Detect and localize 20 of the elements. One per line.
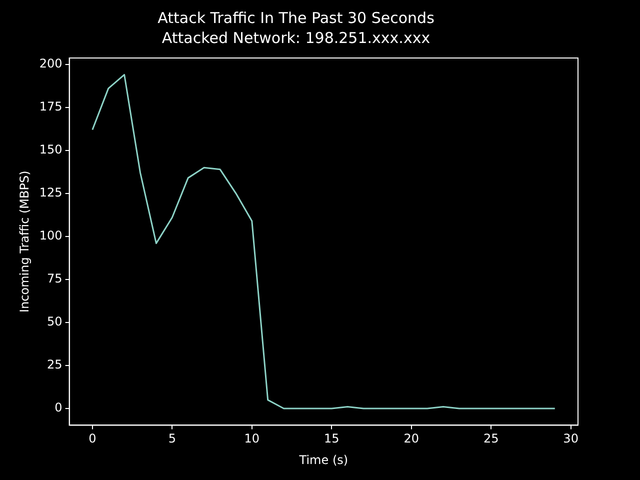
x-tick-label: 25 <box>483 432 499 446</box>
x-tick-label: 30 <box>563 432 578 446</box>
y-tick-label: 50 <box>47 314 62 329</box>
y-tick-label: 125 <box>39 186 62 200</box>
x-tick-label: 20 <box>404 432 419 446</box>
y-tick-label: 25 <box>47 358 62 372</box>
x-tick-label: 15 <box>324 432 340 446</box>
chart-title: Attack Traffic In The Past 30 Seconds <box>158 8 435 27</box>
y-tick-label: 75 <box>47 272 62 286</box>
y-axis-title: Incoming Traffic (MBPS) <box>17 170 32 313</box>
x-tick-label: 0 <box>88 432 96 446</box>
y-tick-label: 175 <box>39 100 62 114</box>
y-tick-label: 0 <box>54 400 62 415</box>
x-tick-label: 10 <box>244 432 260 446</box>
y-tick-label: 200 <box>39 56 62 70</box>
x-tick-label: 5 <box>168 432 176 446</box>
chart-subtitle: Attacked Network: 198.251.xxx.xxx <box>162 28 430 47</box>
y-tick-label: 100 <box>39 228 62 243</box>
x-axis-title: Time (s) <box>298 452 348 467</box>
y-tick-label: 150 <box>39 142 62 157</box>
